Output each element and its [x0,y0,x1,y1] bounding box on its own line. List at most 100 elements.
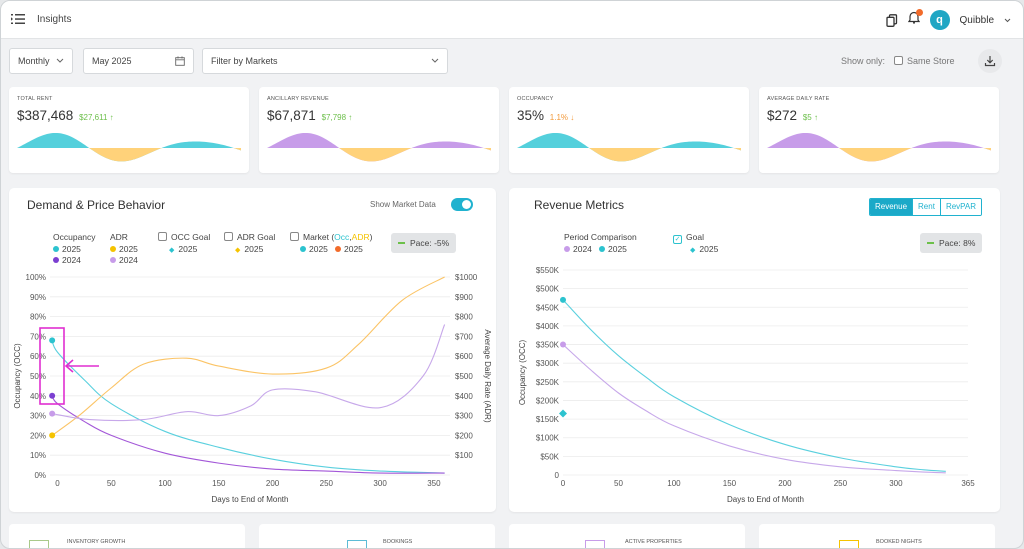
y-tick-label: $550K [536,266,560,275]
legend-year: 2025 [244,244,264,254]
tab-revpar[interactable]: RevPAR [939,199,982,215]
legend-period-comparison: Period Comparison [564,232,637,242]
top-bar: Insights q Quibble [1,1,1023,39]
x-tick-label: 350 [427,479,441,488]
kpi-card-total-rent[interactable]: TOTAL RENT $387,468 $27,611 ↑ [9,87,249,173]
menu-toggle-icon[interactable] [11,13,25,25]
legend-occ-goal-2025: ◆ 2025 [169,244,197,254]
checkbox-box[interactable] [158,232,167,241]
demand-title: Demand & Price Behavior [27,198,166,212]
calendar-icon [347,540,367,548]
kpi-amount: 35% [517,108,545,123]
legend-dot [110,257,116,263]
kpi-wave [267,132,491,162]
y-tick-label: 60% [30,352,46,361]
markets-placeholder: Filter by Markets [211,56,278,66]
y-tick-label: 100% [26,273,46,282]
account-name[interactable]: Quibble [959,14,994,26]
pace-text: Pace: -5% [410,238,450,248]
marker-2025 [560,296,566,303]
checkbox-box[interactable] [290,232,299,241]
y-tick-label: 0% [34,471,46,480]
legend-dot [564,246,570,252]
y-tick-label: $250K [536,378,560,387]
legend-goal-2025: ◆ 2025 [690,244,718,254]
legend-label: OCC Goal [171,232,211,242]
arrow-up-icon: ↑ [348,113,353,122]
checkbox-box[interactable] [894,56,903,65]
legend-period-2024[interactable]: 2024 [564,244,592,254]
y2-tick-label: $500 [455,372,473,381]
legend-adr-word: ADR [351,232,370,242]
x-tick-label: 0 [55,479,60,488]
date-value: May 2025 [92,56,132,66]
wave-positive [267,132,491,162]
y2-tick-label: $200 [455,431,473,440]
y-tick-label: 0 [555,471,560,480]
legend-adr-2024[interactable]: 2024 [110,255,138,265]
marker-adr-2024 [49,410,56,417]
date-picker[interactable]: May 2025 [83,48,194,74]
same-store-checkbox[interactable]: Same Store [894,56,955,66]
inventory-growth-card[interactable]: INVENTORY GROWTH [9,524,245,548]
legend-adr-goal[interactable]: ADR Goal [224,232,275,242]
y-tick-label: $50K [540,452,559,461]
notifications-button[interactable] [907,9,923,29]
series-line-2025 [562,299,946,472]
chevron-down-icon[interactable] [1004,18,1011,23]
legend-year: 2025 [62,244,81,254]
legend-label: Goal [686,232,704,242]
y-tick-label: $300K [536,359,560,368]
x-tick-label: 150 [723,479,737,488]
kpi-delta: $5 ↑ [803,113,818,122]
card-label: INVENTORY GROWTH [67,539,126,545]
bookings-card[interactable]: BOOKINGS [259,524,495,548]
legend-occ-goal[interactable]: OCC Goal [158,232,210,242]
legend-adr-2025[interactable]: 2025 [110,244,138,254]
download-icon [984,56,996,67]
y-tick-label: 50% [30,372,46,381]
kpi-value: $67,871 $7,798 ↑ [267,108,352,123]
y-tick-label: $150K [536,415,560,424]
legend-paren: ) [369,232,373,242]
same-store-label: Same Store [907,56,955,66]
kpi-label: TOTAL RENT [17,96,53,102]
moon-icon [839,540,859,548]
kpi-card-occupancy[interactable]: OCCUPANCY 35% 1.1% ↓ [509,87,749,173]
y-tick-label: 20% [30,431,46,440]
legend-market[interactable]: Market (Occ,ADR) [290,232,372,242]
arrow-down-icon: ↓ [570,113,575,122]
period-select[interactable]: Monthly [9,48,73,74]
markets-filter[interactable]: Filter by Markets [202,48,448,74]
active-properties-card[interactable]: ACTIVE PROPERTIES [509,524,745,548]
kpi-card-average-daily-rate[interactable]: AVERAGE DAILY RATE $272 $5 ↑ [759,87,999,173]
legend-occ-2024[interactable]: 2024 [53,255,81,265]
kpi-delta-value: $7,798 [321,113,347,122]
tab-rent[interactable]: Rent [912,199,940,215]
tab-revenue[interactable]: Revenue [870,199,913,215]
checkbox-checked[interactable]: ✓ [673,235,682,244]
legend-dot [53,257,59,263]
marker-occupancy-2025 [49,337,56,344]
booked-nights-card[interactable]: BOOKED NIGHTS [759,524,995,548]
checkbox-box[interactable] [224,232,233,241]
x-axis-label: Days to End of Month [727,495,804,504]
legend-dot [53,246,59,252]
legend-goal[interactable]: ✓ Goal [673,232,704,244]
page-title: Insights [37,14,72,25]
legend-year: 2025 [119,244,138,254]
legend-occ-2025[interactable]: 2025 [53,244,81,254]
copy-icon[interactable] [885,13,898,27]
avatar[interactable]: q [929,10,950,30]
kpi-card-ancillary-revenue[interactable]: ANCILLARY REVENUE $67,871 $7,798 ↑ [259,87,499,173]
diamond-icon: ◆ [169,247,175,254]
legend-period-2025[interactable]: 2025 [599,244,627,254]
notification-badge [915,9,923,16]
x-tick-label: 300 [889,479,903,488]
legend-dot [300,246,306,252]
show-market-data-toggle[interactable] [451,198,473,211]
download-button[interactable] [978,49,1002,73]
pace-line-icon [927,242,934,244]
y2-tick-label: $1000 [455,273,478,282]
